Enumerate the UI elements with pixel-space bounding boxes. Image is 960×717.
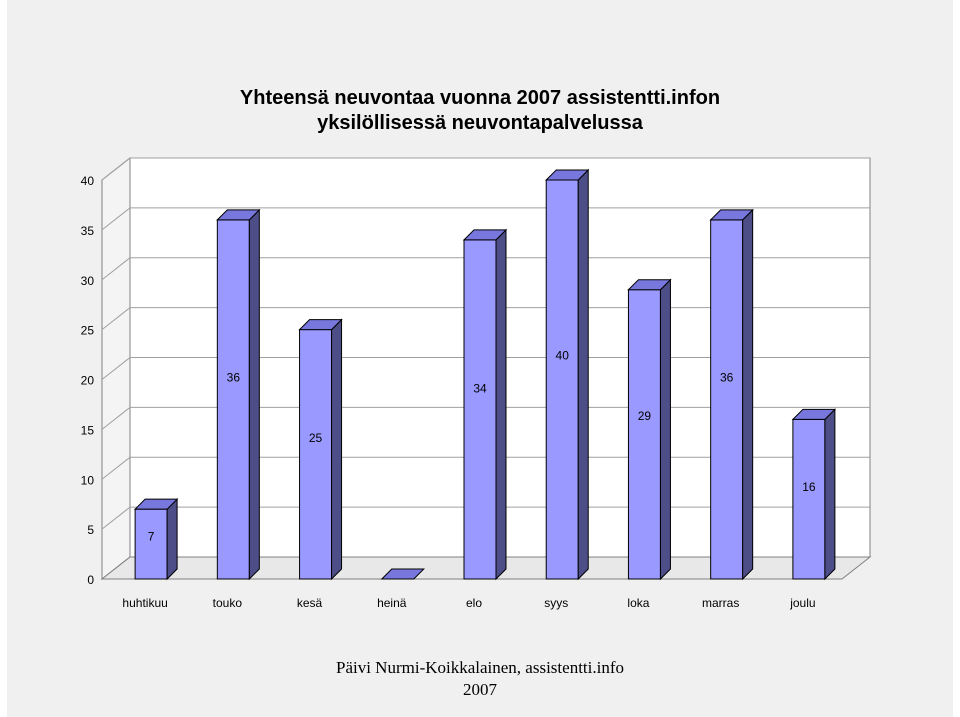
footer-author: Päivi Nurmi-Koikkalainen, assistentti.in… (335, 658, 624, 677)
footer-year: 2007 (463, 680, 497, 699)
data-label: 16 (802, 480, 816, 494)
footer-credit: Päivi Nurmi-Koikkalainen, assistentti.in… (280, 657, 680, 701)
bar-top (545, 169, 590, 181)
y-tick-label: 10 (81, 473, 95, 487)
gridline-side (101, 506, 131, 530)
bar-side (659, 278, 671, 581)
bar-loka (627, 278, 672, 581)
gridline-side (101, 257, 131, 281)
bar-top (709, 209, 754, 221)
gridline-side (101, 157, 131, 181)
bar-elo (462, 228, 508, 581)
bar-top (380, 568, 425, 580)
bar-touko (216, 208, 261, 581)
bar-top (462, 229, 508, 241)
bar-side (742, 208, 754, 581)
gridline-side (101, 406, 131, 430)
x-axis-ticks: huhtikuu touko kesä heinä elo syys loka marras j… (122, 596, 815, 610)
y-tick-label: 5 (87, 523, 94, 537)
data-label: 36 (227, 370, 241, 384)
bar-heinä (380, 568, 425, 580)
y-tick-label: 30 (81, 274, 95, 288)
bar-top (298, 319, 343, 331)
bar-side (331, 318, 343, 581)
x-tick-label: loka (627, 596, 649, 610)
bar-front (792, 418, 826, 580)
bar-kesä (298, 318, 343, 581)
bar-top (791, 408, 837, 420)
bars (133, 168, 837, 581)
data-label: 29 (638, 409, 652, 423)
x-tick-label: huhtikuu (122, 596, 167, 610)
x-tick-label: elo (466, 596, 482, 610)
data-label: 36 (720, 370, 734, 384)
y-axis-ticks: 0 5 10 15 20 25 30 35 40 (81, 174, 95, 587)
bar-top (216, 209, 261, 221)
x-tick-label: joulu (789, 596, 815, 610)
bar-huhtikuu (133, 497, 179, 581)
y-tick-label: 40 (81, 174, 95, 188)
chart-title: Yhteensä neuvontaa vuonna 2007 assistent… (180, 86, 780, 136)
x-tick-label: heinä (377, 596, 407, 610)
y-tick-label: 0 (87, 573, 94, 587)
gridline-side (101, 456, 131, 480)
bar-side (495, 228, 507, 581)
bar-front (710, 219, 744, 580)
gridline-side (101, 357, 131, 380)
bar-side (577, 168, 589, 581)
bar-front (463, 239, 497, 580)
gridline-side (101, 307, 131, 331)
data-label: 7 (148, 530, 155, 544)
bar-front (627, 289, 661, 580)
chart-title-line-1: Yhteensä neuvontaa vuonna 2007 assistent… (239, 87, 721, 109)
x-tick-label: kesä (297, 596, 323, 610)
x-tick-label: syys (544, 596, 568, 610)
x-tick-label: touko (213, 596, 243, 610)
data-label: 40 (556, 349, 570, 363)
bar-joulu (791, 408, 837, 581)
chart-title-line-2: yksilöllisessä neuvontapalvelussa (317, 112, 643, 134)
bar-top (133, 498, 179, 510)
x-tick-label: marras (702, 596, 739, 610)
y-tick-label: 35 (81, 224, 95, 238)
bar-top (627, 279, 672, 291)
bar-syys (545, 168, 590, 581)
y-tick-label: 20 (81, 374, 95, 388)
data-label: 25 (309, 431, 323, 445)
y-tick-label: 15 (81, 423, 95, 437)
data-label: 34 (473, 381, 487, 395)
bar-front (545, 179, 579, 580)
bar-front (299, 329, 333, 580)
bar-side (248, 208, 260, 581)
bar-marras (709, 208, 754, 581)
data-labels: 7 36 25 34 40 29 36 16 (148, 349, 816, 544)
bar-side (166, 497, 178, 581)
bar-side (824, 408, 836, 581)
y-tick-label: 25 (81, 324, 95, 338)
bar-front (216, 219, 250, 580)
bar-front (134, 508, 168, 580)
gridline-side (101, 207, 131, 231)
